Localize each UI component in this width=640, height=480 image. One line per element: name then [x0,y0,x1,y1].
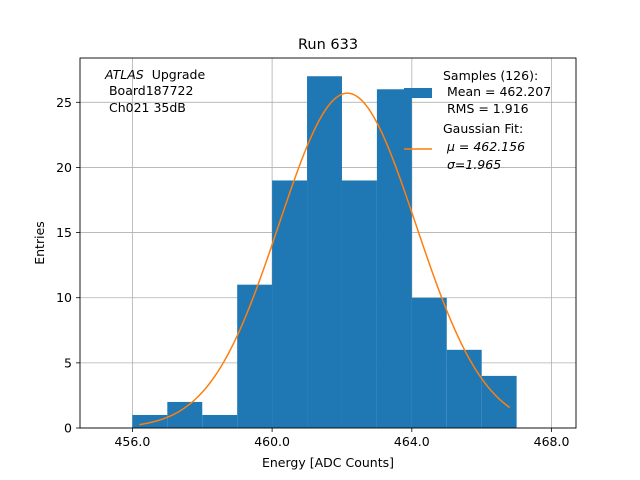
legend-samples-patch [404,88,432,98]
annotation-upgrade: Upgrade [152,67,206,82]
legend-fit-line-3: σ=1.965 [443,157,501,172]
x-tick-label: 460.0 [254,434,290,449]
legend-samples-line-3: RMS = 1.916 [443,101,529,116]
annotation: ATLAS Upgrade Board187722 Ch021 35dB [104,67,205,115]
y-axis-label: Entries [32,221,47,265]
histogram-bar [237,284,273,428]
y-tick-label: 15 [56,225,72,240]
x-axis-ticks: 456.0 460.0 464.0 468.0 [114,428,569,449]
legend-samples-line-1: Samples (126): [443,68,538,83]
gaussian-fit [139,92,511,426]
histogram-bar [202,414,238,428]
histogram-bar [376,89,412,428]
histogram-bar [481,375,517,428]
y-tick-label: 5 [64,355,72,370]
x-tick-label: 468.0 [534,434,570,449]
x-axis-label: Energy [ADC Counts] [262,455,394,470]
gaussian-fit-curve [139,92,511,426]
x-tick-label: 464.0 [394,434,430,449]
histogram-bar [272,180,308,428]
x-tick-label: 456.0 [114,434,150,449]
annotation-atlas: ATLAS [104,67,144,82]
legend-fit-line-2: μ = 462.156 [443,139,525,154]
histogram-bar [341,180,377,428]
y-tick-label: 10 [56,290,72,305]
histogram-bar [132,414,168,428]
legend-fit-line-1: Gaussian Fit: [443,121,523,136]
y-axis-ticks: 0 5 10 15 20 25 [56,95,80,436]
legend: Samples (126): Mean = 462.207 RMS = 1.91… [404,68,551,172]
annotation-line-1: ATLAS Upgrade [104,67,205,82]
plot-frame [79,57,577,429]
histogram-bar [446,349,482,428]
y-tick-label: 0 [64,421,72,436]
y-tick-label: 25 [56,95,72,110]
legend-samples-line-2: Mean = 462.207 [443,84,551,99]
histogram-bars [132,76,517,428]
annotation-line-2: Board187722 [105,83,193,98]
histogram-bar [411,297,447,428]
y-tick-label: 20 [56,160,72,175]
annotation-line-3: Ch021 35dB [105,100,186,115]
histogram-bar [307,76,342,428]
chart-title: Run 633 [298,37,358,53]
